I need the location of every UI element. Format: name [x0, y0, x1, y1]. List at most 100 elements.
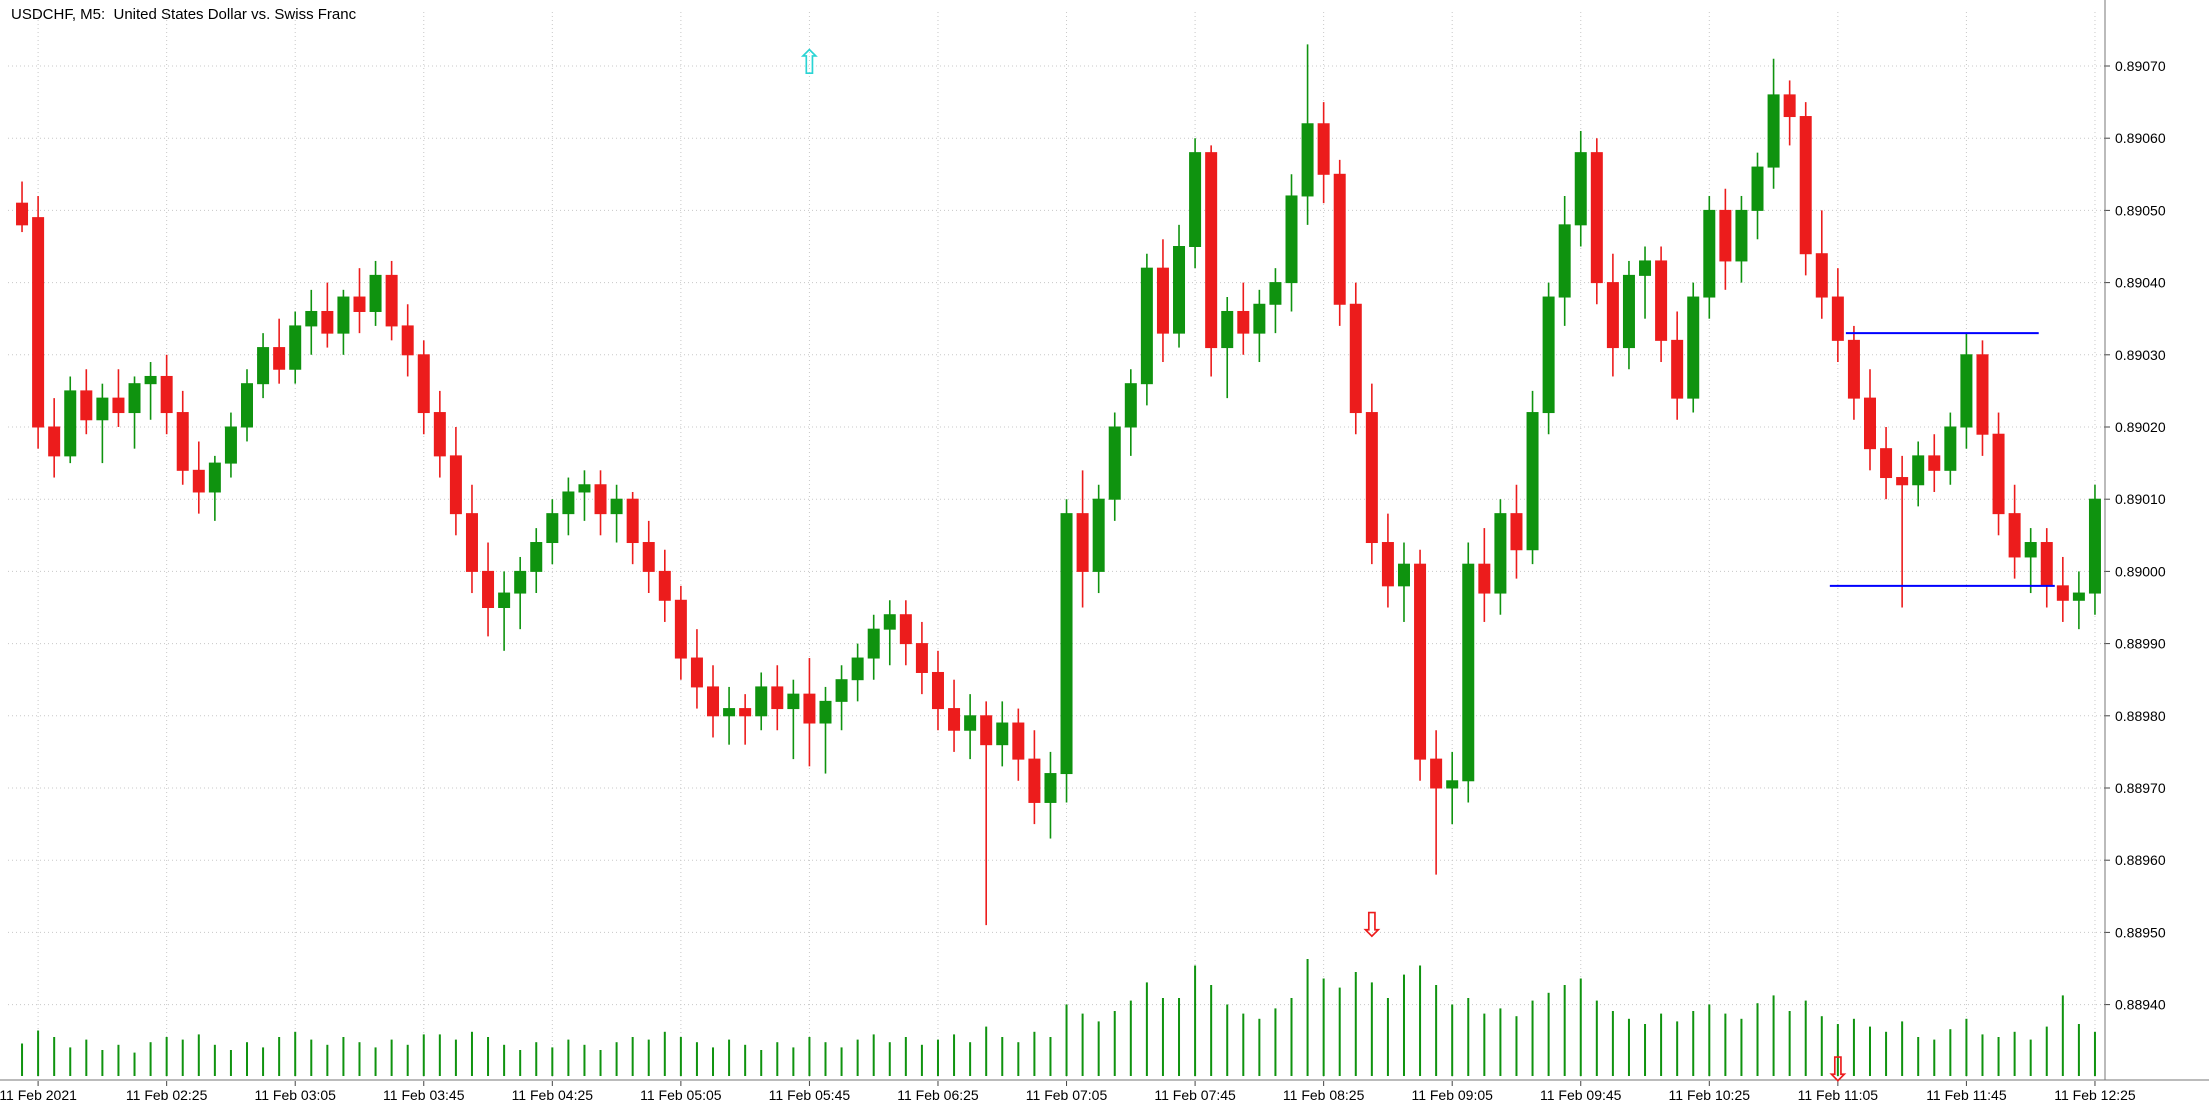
volume-bar [1049, 1037, 1052, 1076]
volume-bar [310, 1039, 313, 1076]
candle-bullish [96, 397, 109, 421]
down-arrow-icon: ⇩ [1824, 1051, 1853, 1089]
candle-bullish [1301, 123, 1314, 197]
candle-bullish [128, 383, 141, 414]
volume-bar [1306, 959, 1309, 1076]
price-axis-label: 0.89020 [2115, 419, 2166, 435]
candle-bullish [257, 347, 270, 385]
candle-bullish [546, 513, 559, 544]
volume-bar [1451, 1004, 1454, 1076]
volume-bar [117, 1044, 120, 1076]
candle-bearish [482, 570, 495, 609]
volume-bar [470, 1031, 473, 1076]
volume-bar [599, 1050, 602, 1076]
candle-bearish [931, 671, 944, 710]
price-axis-label: 0.89010 [2115, 491, 2166, 507]
candle-bullish [1912, 455, 1925, 486]
volume-bar [213, 1044, 216, 1076]
candle-bearish [401, 325, 414, 356]
volume-bar [262, 1047, 265, 1076]
volume-bar [776, 1042, 779, 1076]
price-axis-label: 0.88980 [2115, 708, 2166, 724]
candle-bullish [289, 325, 302, 370]
candle-bearish [16, 202, 29, 226]
volume-bar [246, 1042, 249, 1076]
volume-bar [1949, 1029, 1952, 1076]
volume-bar [1017, 1042, 1020, 1076]
candle-bullish [883, 614, 896, 630]
candle-bearish [1028, 758, 1041, 803]
volume-bar [69, 1047, 72, 1076]
candle-bullish [562, 491, 575, 515]
volume-bar [2077, 1024, 2080, 1076]
candle-bearish [1880, 448, 1893, 479]
candle-bullish [1542, 296, 1555, 414]
volume-bar [1965, 1018, 1968, 1076]
volume-bar [1820, 1016, 1823, 1076]
time-axis-label: 11 Feb 04:25 [512, 1087, 594, 1103]
candle-bearish [1205, 152, 1218, 349]
volume-bar [1129, 1000, 1132, 1076]
volume-bar [1001, 1037, 1004, 1076]
volume-bar [1627, 1018, 1630, 1076]
time-axis-label: 11 Feb 03:05 [254, 1087, 336, 1103]
volume-bar [1579, 978, 1582, 1076]
volume-bar [1547, 992, 1550, 1076]
chart-symbol-title: USDCHF, M5: United States Dollar vs. Swi… [11, 6, 357, 23]
time-axis-label: 11 Feb 06:25 [897, 1087, 979, 1103]
candle-bullish [1574, 152, 1587, 226]
volume-bar [1033, 1031, 1036, 1076]
volume-bar [1788, 1011, 1791, 1076]
candle-bearish [2056, 585, 2069, 601]
candle-bearish [192, 469, 205, 493]
candle-bearish [948, 708, 961, 731]
candle-bullish [2088, 498, 2101, 594]
volume-bar [920, 1044, 923, 1076]
candle-bearish [674, 599, 687, 659]
time-axis-label: 11 Feb 11:05 [1798, 1087, 1879, 1103]
volume-bar [1483, 1013, 1486, 1076]
volume-bar [1178, 998, 1181, 1076]
candle-bullish [498, 592, 511, 608]
volume-bar [663, 1031, 666, 1076]
volume-bar [2093, 1031, 2096, 1076]
volume-bar [679, 1037, 682, 1076]
volume-bar [1419, 965, 1422, 1076]
volume-bar [2013, 1031, 2016, 1076]
volume-bar [454, 1039, 457, 1076]
volume-bar [953, 1034, 956, 1076]
volume-bar [760, 1050, 763, 1076]
candle-bearish [1992, 433, 2005, 515]
candle-bearish [1590, 152, 1603, 284]
candle-bearish [1783, 94, 1796, 118]
volume-bar [229, 1050, 232, 1076]
volume-bar [647, 1039, 650, 1076]
price-axis-label: 0.89070 [2115, 58, 2166, 74]
candle-bearish [1365, 412, 1378, 544]
volume-bar [1740, 1018, 1743, 1076]
candle-bearish [1976, 354, 1989, 435]
candle-bullish [1092, 498, 1105, 572]
volume-bar [872, 1034, 875, 1076]
volume-bar [1081, 1013, 1084, 1076]
chart-plot-area[interactable] [0, 0, 2103, 1080]
candle-bearish [1381, 542, 1394, 587]
volume-bar [1836, 1024, 1839, 1076]
candle-bearish [2040, 542, 2053, 587]
candle-bullish [1253, 303, 1266, 334]
candle-bullish [1960, 354, 1973, 428]
time-axis-label: 11 Feb 02:25 [126, 1087, 208, 1103]
volume-bar [358, 1042, 361, 1076]
price-axis-label: 0.88960 [2115, 852, 2166, 868]
candle-bullish [1446, 780, 1459, 789]
volume-bar [487, 1037, 490, 1076]
volume-bar [390, 1039, 393, 1076]
volume-bar [985, 1026, 988, 1076]
volume-bar [551, 1047, 554, 1076]
volume-bar [1354, 972, 1357, 1076]
candle-bearish [176, 412, 189, 471]
price-axis-label: 0.88970 [2115, 780, 2166, 796]
volume-bar [1772, 995, 1775, 1076]
candle-bullish [1494, 513, 1507, 594]
